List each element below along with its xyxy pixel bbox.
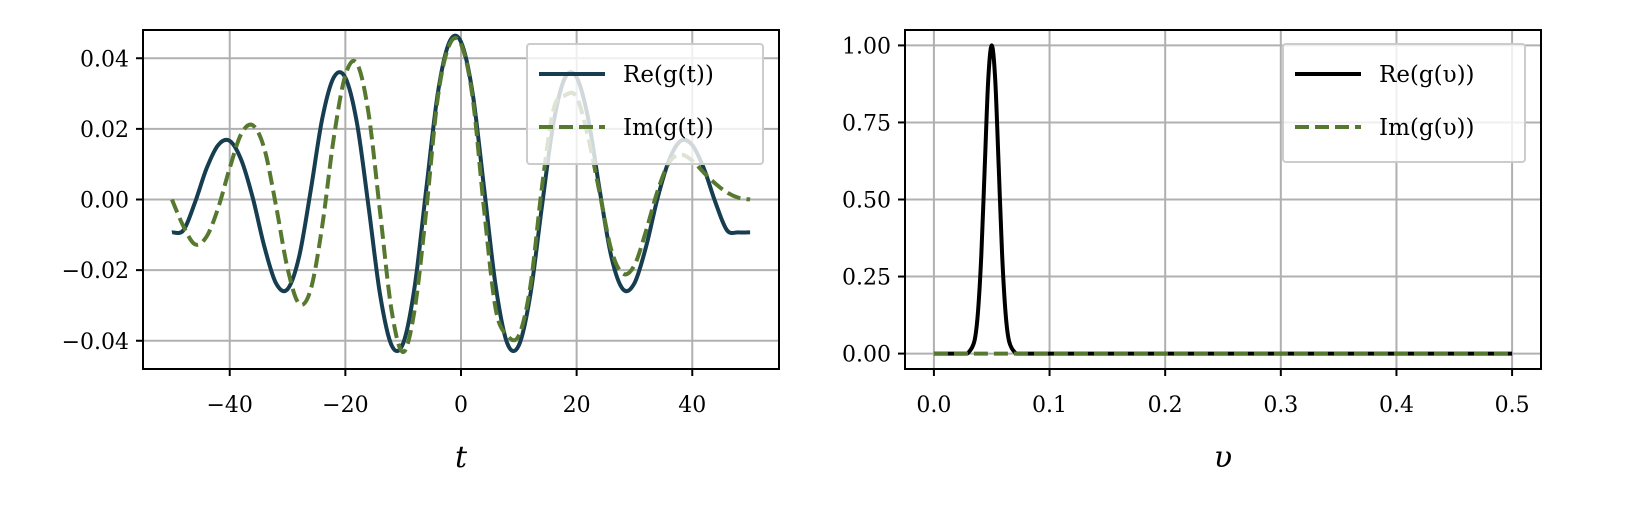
right-y-tick-label: 0.75 bbox=[842, 111, 891, 136]
right-legend-label: Re(g(υ)) bbox=[1379, 62, 1475, 88]
right-legend: Re(g(υ)) Im(g(υ)) bbox=[1282, 43, 1526, 163]
right-series-layer bbox=[933, 43, 1513, 356]
left-y-tick-label: 0.02 bbox=[80, 118, 129, 143]
left-series-line-imag bbox=[170, 35, 751, 355]
left-y-tick-label: −0.04 bbox=[62, 330, 129, 355]
right-x-tick-label: 0.2 bbox=[1148, 393, 1183, 418]
left-legend: Re(g(t)) Im(g(t)) bbox=[526, 43, 764, 165]
left-y-tick-label: −0.02 bbox=[62, 259, 129, 284]
right-y-tick-label: 1.00 bbox=[842, 34, 891, 59]
left-legend-label: Re(g(t)) bbox=[623, 62, 714, 88]
left-ticks: −40 −20 0 20 40 −0.04 −0.02 0.00 0.02 0.04 bbox=[62, 47, 707, 418]
left-x-tick-label: 0 bbox=[454, 393, 468, 418]
right-x-axis-label: υ bbox=[1214, 440, 1232, 475]
left-x-tick-label: −20 bbox=[322, 393, 368, 418]
left-y-tick-label: 0.04 bbox=[80, 47, 129, 72]
right-y-tick-label: 0.50 bbox=[842, 189, 891, 214]
right-x-tick-label: 0.0 bbox=[916, 393, 951, 418]
right-y-tick-label: 0.00 bbox=[842, 343, 891, 368]
left-series-line-real bbox=[171, 33, 751, 354]
left-series-layer bbox=[170, 33, 751, 355]
right-legend-label: Im(g(υ)) bbox=[1379, 115, 1475, 141]
right-x-tick-label: 0.4 bbox=[1379, 393, 1414, 418]
left-x-axis-label: t bbox=[455, 440, 468, 475]
right-plot-panel: 0.0 0.1 0.2 0.3 0.4 0.5 0.00 0.25 0.50 0.75 1.00 υ… bbox=[842, 29, 1542, 475]
right-x-tick-label: 0.1 bbox=[1032, 393, 1067, 418]
right-ticks: 0.0 0.1 0.2 0.3 0.4 0.5 0.00 0.25 0.50 0.75 1.00 bbox=[842, 34, 1530, 418]
left-legend-label: Im(g(t)) bbox=[623, 115, 714, 141]
left-x-tick-label: 40 bbox=[678, 393, 706, 418]
left-x-tick-label: 20 bbox=[563, 393, 591, 418]
right-x-tick-label: 0.3 bbox=[1263, 393, 1298, 418]
right-x-tick-label: 0.5 bbox=[1495, 393, 1530, 418]
left-plot-panel: −40 −20 0 20 40 −0.04 −0.02 0.00 0.02 0.04 t Re(g… bbox=[62, 29, 780, 475]
left-y-tick-label: 0.00 bbox=[80, 189, 129, 214]
right-y-tick-label: 0.25 bbox=[842, 266, 891, 291]
left-x-tick-label: −40 bbox=[207, 393, 253, 418]
